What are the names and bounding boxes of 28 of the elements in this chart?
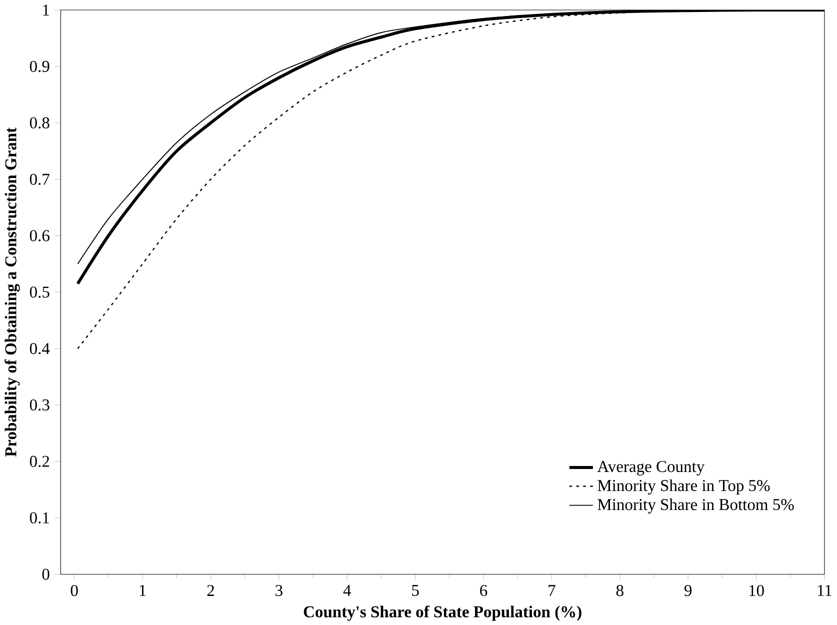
legend-label: Minority Share in Bottom 5% [598,498,794,514]
x-tick-label: 6 [480,584,488,596]
x-tick-label: 10 [749,584,764,596]
y-tick-label: 0.7 [30,174,50,185]
x-tick-label: 2 [207,584,214,596]
y-tick-label: 0.1 [30,512,49,524]
y-tick-label: 0.5 [30,286,50,298]
x-tick-label: 1 [140,584,146,596]
x-tick-label: 4 [343,584,351,596]
legend-label: Average County [597,460,705,476]
x-tick-label: 7 [548,584,556,596]
y-tick-label: 0.4 [30,342,50,354]
x-tick-label: 0 [70,584,78,596]
x-tick-label: 8 [616,584,624,596]
x-tick-label: 3 [276,584,282,596]
y-tick-label: 0.8 [30,117,50,128]
legend-label: Minority Share in Top 5% [598,479,770,494]
y-axis-title: Probability of Obtaining a Construction Grant [4,127,20,456]
y-tick-label: 0.3 [30,399,50,410]
y-tick-label: 0 [42,568,50,580]
y-tick-label: 0.9 [30,60,50,72]
y-tick-label: 0.6 [30,230,50,242]
x-tick-label: 11 [818,584,832,596]
y-tick-label: 1 [43,4,49,16]
x-axis-title: County's Share of State Population (%) [304,605,582,621]
x-tick-label: 5 [412,584,419,596]
y-tick-label: 0.2 [30,456,50,467]
x-tick-label: 9 [684,584,692,596]
